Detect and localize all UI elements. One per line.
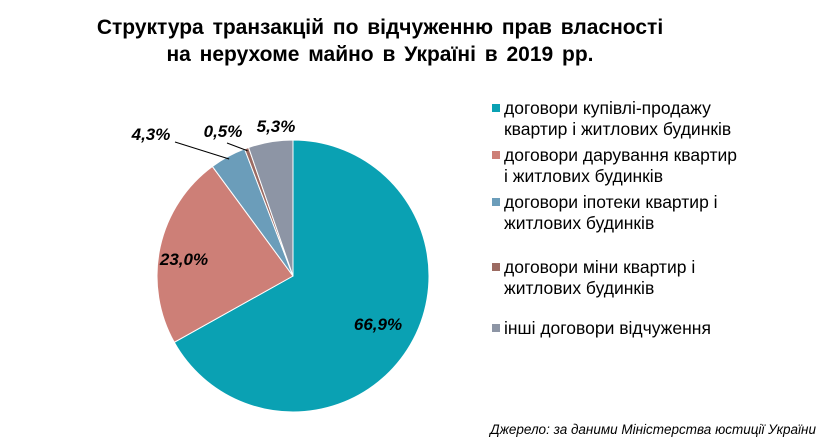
- legend-item-other: інші договори відчуження: [492, 318, 742, 339]
- data-label-mortgage: 4,3%: [131, 125, 171, 144]
- legend-label-mortgage: договори іпотеки квартир і житлових буди…: [504, 192, 718, 233]
- chart-title-line-2: на нерухоме майно в Україні в 2019 рр.: [166, 43, 594, 66]
- chart-legend: договори купівлі-продажу квартир і житло…: [492, 98, 742, 358]
- legend-swatch-gift: [492, 151, 500, 159]
- data-label-gift: 23,0%: [159, 250, 208, 269]
- legend-swatch-mortgage: [492, 198, 500, 206]
- source-note: Джерело: за даними Міністерства юстиції …: [490, 422, 816, 437]
- chart-title: Структура транзакцій по відчуженню прав …: [0, 14, 760, 68]
- legend-swatch-other: [492, 324, 500, 332]
- leader-line-exchange: [226, 142, 248, 152]
- legend-label-other: інші договори відчуження: [504, 318, 711, 338]
- pie-slice-sale: [173, 139, 430, 413]
- pie-slice-other: [247, 139, 294, 277]
- legend-label-sale: договори купівлі-продажу квартир і житло…: [504, 98, 732, 139]
- legend-swatch-sale: [492, 104, 500, 112]
- legend-swatch-exchange: [492, 263, 500, 271]
- data-label-exchange: 0,5%: [204, 122, 243, 141]
- chart-title-line-1: Структура транзакцій по відчуженню прав …: [96, 16, 664, 39]
- leader-line-mortgage: [174, 141, 230, 160]
- pie-slice-gift: [156, 165, 294, 343]
- legend-item-sale: договори купівлі-продажу квартир і житло…: [492, 98, 742, 140]
- data-label-other: 5,3%: [257, 117, 296, 136]
- legend-item-mortgage: договори іпотеки квартир і житлових буди…: [492, 192, 742, 234]
- legend-item-gift: договори дарування квартир і житлових бу…: [492, 145, 742, 187]
- data-label-sale: 66,9%: [354, 315, 402, 334]
- legend-label-exchange: договори міни квартир і житлових будинкі…: [504, 257, 696, 298]
- legend-label-gift: договори дарування квартир і житлових бу…: [504, 145, 737, 186]
- legend-item-exchange: договори міни квартир і житлових будинкі…: [492, 257, 742, 299]
